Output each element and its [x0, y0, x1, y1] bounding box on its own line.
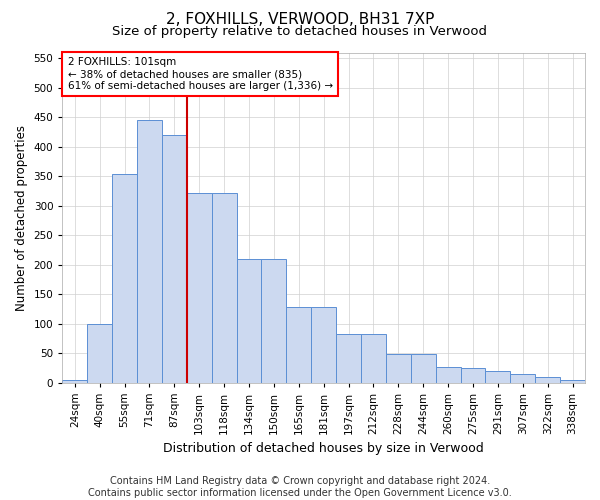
- Bar: [87, 324, 112, 382]
- Bar: [112, 174, 137, 382]
- Bar: [286, 307, 311, 382]
- Bar: [162, 135, 187, 382]
- Bar: [62, 380, 87, 382]
- Bar: [436, 366, 461, 382]
- Bar: [187, 194, 212, 382]
- Bar: [236, 259, 262, 382]
- Bar: [137, 120, 162, 382]
- Bar: [560, 380, 585, 382]
- Bar: [485, 370, 511, 382]
- Bar: [461, 368, 485, 382]
- Bar: [361, 334, 386, 382]
- Bar: [336, 334, 361, 382]
- Bar: [511, 374, 535, 382]
- Text: Size of property relative to detached houses in Verwood: Size of property relative to detached ho…: [113, 25, 487, 38]
- Bar: [212, 194, 236, 382]
- Bar: [535, 376, 560, 382]
- Bar: [262, 259, 286, 382]
- Text: 2, FOXHILLS, VERWOOD, BH31 7XP: 2, FOXHILLS, VERWOOD, BH31 7XP: [166, 12, 434, 28]
- X-axis label: Distribution of detached houses by size in Verwood: Distribution of detached houses by size …: [163, 442, 484, 455]
- Bar: [311, 307, 336, 382]
- Bar: [411, 354, 436, 382]
- Text: 2 FOXHILLS: 101sqm
← 38% of detached houses are smaller (835)
61% of semi-detach: 2 FOXHILLS: 101sqm ← 38% of detached hou…: [68, 58, 332, 90]
- Text: Contains HM Land Registry data © Crown copyright and database right 2024.
Contai: Contains HM Land Registry data © Crown c…: [88, 476, 512, 498]
- Y-axis label: Number of detached properties: Number of detached properties: [15, 124, 28, 310]
- Bar: [386, 354, 411, 382]
